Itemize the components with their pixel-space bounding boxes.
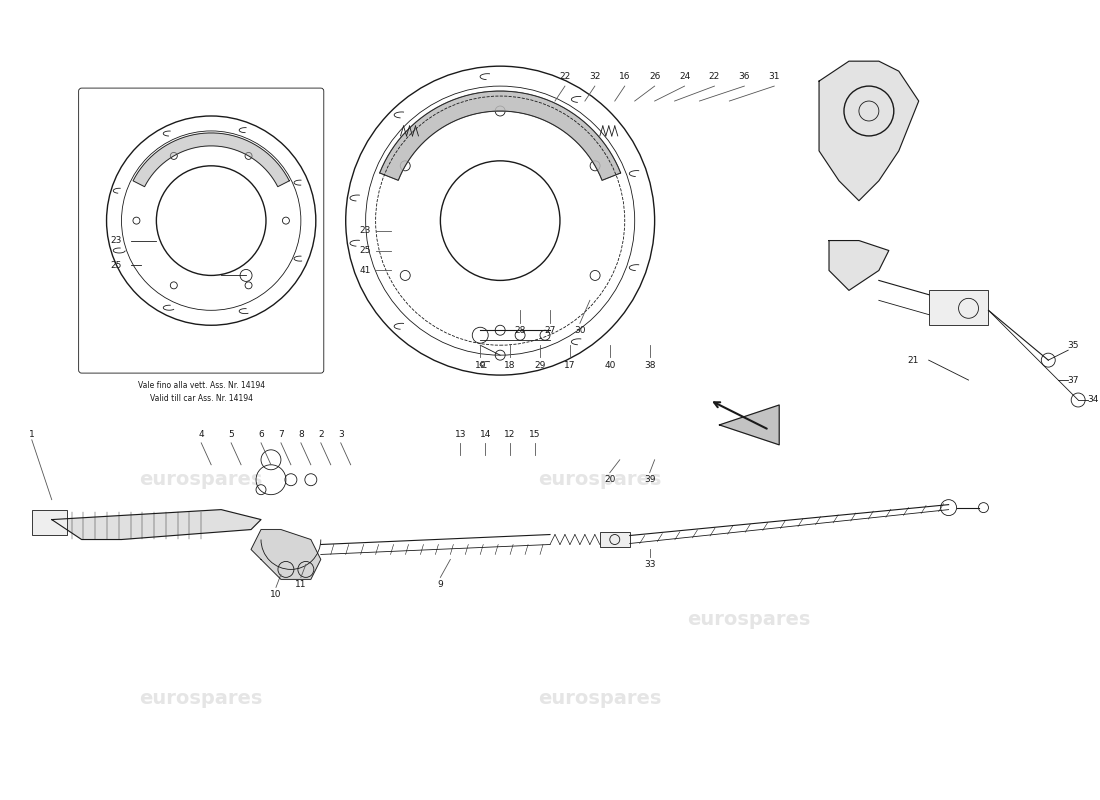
Text: 38: 38: [644, 361, 656, 370]
Text: 36: 36: [738, 72, 750, 81]
Text: 1: 1: [29, 430, 35, 439]
Text: 40: 40: [604, 361, 616, 370]
Text: 10: 10: [271, 590, 282, 599]
Text: 11: 11: [295, 580, 307, 589]
Text: 23: 23: [111, 236, 122, 245]
Text: 34: 34: [1088, 395, 1099, 405]
Polygon shape: [251, 530, 321, 579]
Text: eurospares: eurospares: [140, 470, 263, 490]
Text: 4: 4: [198, 430, 204, 439]
Text: eurospares: eurospares: [688, 610, 811, 629]
Text: 21: 21: [908, 356, 918, 365]
Text: 17: 17: [564, 361, 575, 370]
Polygon shape: [133, 133, 289, 186]
Text: 5: 5: [228, 430, 234, 439]
Text: 15: 15: [529, 430, 541, 439]
Polygon shape: [52, 510, 261, 539]
Text: 7: 7: [278, 430, 284, 439]
Text: 22: 22: [708, 72, 720, 81]
Text: 13: 13: [454, 430, 466, 439]
Text: 35: 35: [1067, 341, 1079, 350]
Text: eurospares: eurospares: [538, 690, 661, 709]
Text: 20: 20: [604, 475, 616, 484]
Polygon shape: [379, 91, 620, 180]
Text: 23: 23: [360, 226, 371, 235]
Text: 18: 18: [505, 361, 516, 370]
Text: Vale fino alla vett. Ass. Nr. 14194: Vale fino alla vett. Ass. Nr. 14194: [138, 381, 265, 390]
Text: 8: 8: [298, 430, 304, 439]
Text: 16: 16: [619, 72, 630, 81]
Text: 12: 12: [505, 430, 516, 439]
Bar: [600, 531, 629, 547]
Text: 6: 6: [258, 430, 264, 439]
Bar: [32, 510, 67, 534]
Polygon shape: [719, 405, 779, 445]
Text: 41: 41: [360, 266, 371, 275]
FancyBboxPatch shape: [78, 88, 323, 373]
Text: 14: 14: [480, 430, 491, 439]
Polygon shape: [379, 91, 620, 180]
Bar: [928, 290, 989, 326]
Text: eurospares: eurospares: [140, 690, 263, 709]
Text: 32: 32: [590, 72, 601, 81]
Text: Valid till car Ass. Nr. 14194: Valid till car Ass. Nr. 14194: [150, 394, 253, 402]
Text: 26: 26: [649, 72, 660, 81]
Text: eurospares: eurospares: [538, 470, 661, 490]
Text: 9: 9: [438, 580, 443, 589]
Text: 30: 30: [574, 326, 585, 334]
Text: 28: 28: [515, 326, 526, 334]
Text: 27: 27: [544, 326, 556, 334]
Polygon shape: [829, 241, 889, 290]
Text: 31: 31: [769, 72, 780, 81]
Text: 39: 39: [644, 475, 656, 484]
Text: 33: 33: [644, 560, 656, 569]
Text: 3: 3: [338, 430, 343, 439]
Text: 37: 37: [1067, 375, 1079, 385]
Polygon shape: [820, 61, 918, 201]
Text: 19: 19: [474, 361, 486, 370]
Text: 25: 25: [111, 261, 122, 270]
Text: 24: 24: [679, 72, 690, 81]
Text: 25: 25: [360, 246, 371, 255]
Text: 29: 29: [535, 361, 546, 370]
Text: 22: 22: [559, 72, 571, 81]
Text: 2: 2: [318, 430, 323, 439]
